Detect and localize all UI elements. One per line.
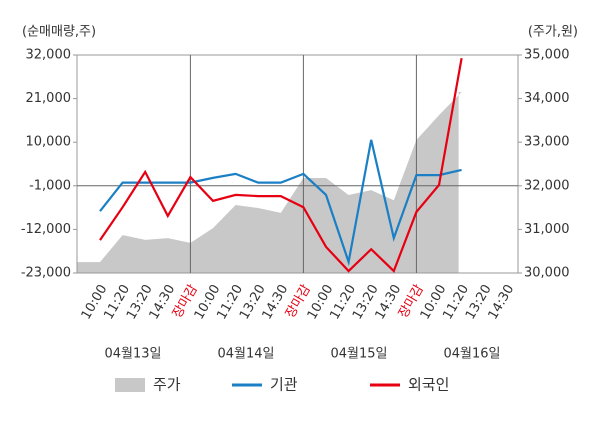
y2-tick-label: 33,000 bbox=[524, 135, 570, 150]
day-label: 04월16일 bbox=[443, 347, 500, 362]
day-label: 04월13일 bbox=[104, 347, 161, 362]
y2-tick-label: 31,000 bbox=[524, 222, 570, 237]
price-area bbox=[77, 92, 462, 273]
y-tick-label: 21,000 bbox=[26, 91, 72, 106]
day-label: 04월14일 bbox=[217, 347, 274, 362]
legend-swatch bbox=[115, 378, 145, 392]
series-line bbox=[99, 57, 463, 273]
day-label: 04월15일 bbox=[330, 347, 387, 362]
legend-label: 외국인 bbox=[408, 376, 449, 394]
y-tick-label: -12,000 bbox=[21, 222, 71, 237]
legend-label: 기관 bbox=[270, 376, 298, 394]
y-tick-label: -1,000 bbox=[29, 178, 71, 193]
y-tick-label: -23,000 bbox=[21, 266, 71, 281]
y2-tick-label: 34,000 bbox=[524, 91, 570, 106]
y2-tick-label: 32,000 bbox=[524, 178, 570, 193]
y-tick-label: 10,000 bbox=[26, 135, 72, 150]
y-axis-label: (순매매량,주) bbox=[22, 25, 96, 40]
series-line bbox=[99, 139, 462, 267]
y2-tick-label: 30,000 bbox=[524, 266, 570, 281]
legend-label: 주가 bbox=[153, 376, 181, 394]
plot-frame bbox=[76, 54, 519, 274]
y-tick-label: 32,000 bbox=[26, 48, 72, 63]
y2-axis-label: (주가,원) bbox=[528, 25, 578, 40]
y2-tick-label: 35,000 bbox=[524, 48, 570, 63]
